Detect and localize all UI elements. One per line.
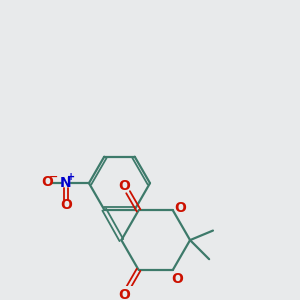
Text: −: − (49, 172, 58, 182)
Text: O: O (171, 272, 183, 286)
Text: O: O (118, 288, 130, 300)
Text: +: + (67, 172, 75, 182)
Text: O: O (60, 198, 72, 212)
Text: O: O (118, 178, 130, 193)
Text: O: O (41, 175, 53, 189)
Text: N: N (60, 176, 72, 190)
Text: O: O (175, 202, 187, 215)
